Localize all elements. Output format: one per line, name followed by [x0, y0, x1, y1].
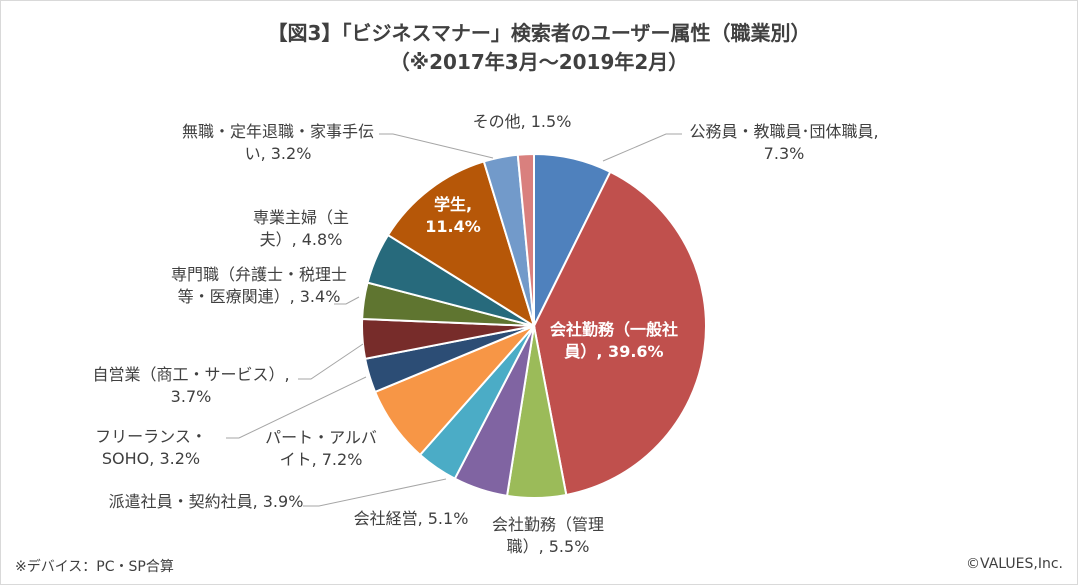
leader-line — [379, 133, 494, 159]
leader-line — [602, 133, 682, 162]
pie-slice — [516, 152, 535, 327]
leader-line — [298, 343, 364, 380]
data-label: 会社勤務（管理職）, 5.5% — [491, 515, 604, 556]
data-label: 専業主婦（主夫）, 4.8% — [252, 208, 349, 249]
leader-line — [303, 478, 447, 507]
pie-slice — [532, 170, 707, 497]
data-label: その他, 1.5% — [472, 112, 572, 131]
pie-slice — [386, 160, 536, 329]
chart-subtitle: （※2017年3月～2019年2月） — [389, 50, 689, 74]
footnote: ※デバイス：PC・SP合算 — [15, 559, 174, 575]
data-label: パート・アルバイト, 7.2% — [265, 428, 377, 469]
data-label: 学生, 11.4% — [425, 195, 481, 236]
leader-line — [226, 376, 367, 439]
data-label: フリーランス・SOHO, 3.2% — [95, 427, 207, 468]
source: ©VALUES,Inc. — [966, 556, 1063, 572]
data-label: 専門職（弁護士・税理士等・医療関連）, 3.4% — [170, 265, 347, 306]
data-label: 自営業（商工・サービス）, 3.7% — [92, 365, 290, 406]
chart-title: 【図3】「ビジネスマナー」検索者のユーザー属性（職業別） — [267, 21, 811, 45]
leader-line — [334, 296, 360, 305]
data-label: 派遣社員・契約社員, 3.9% — [108, 492, 304, 511]
data-label: 公務員・教職員･団体職員, 7.3% — [689, 122, 879, 163]
data-label: 会社経営, 5.1% — [353, 509, 469, 528]
data-label: 無職・定年退職・家事手伝い, 3.2% — [181, 122, 374, 163]
data-label: 会社勤務（一般社員）, 39.6% — [549, 320, 678, 361]
